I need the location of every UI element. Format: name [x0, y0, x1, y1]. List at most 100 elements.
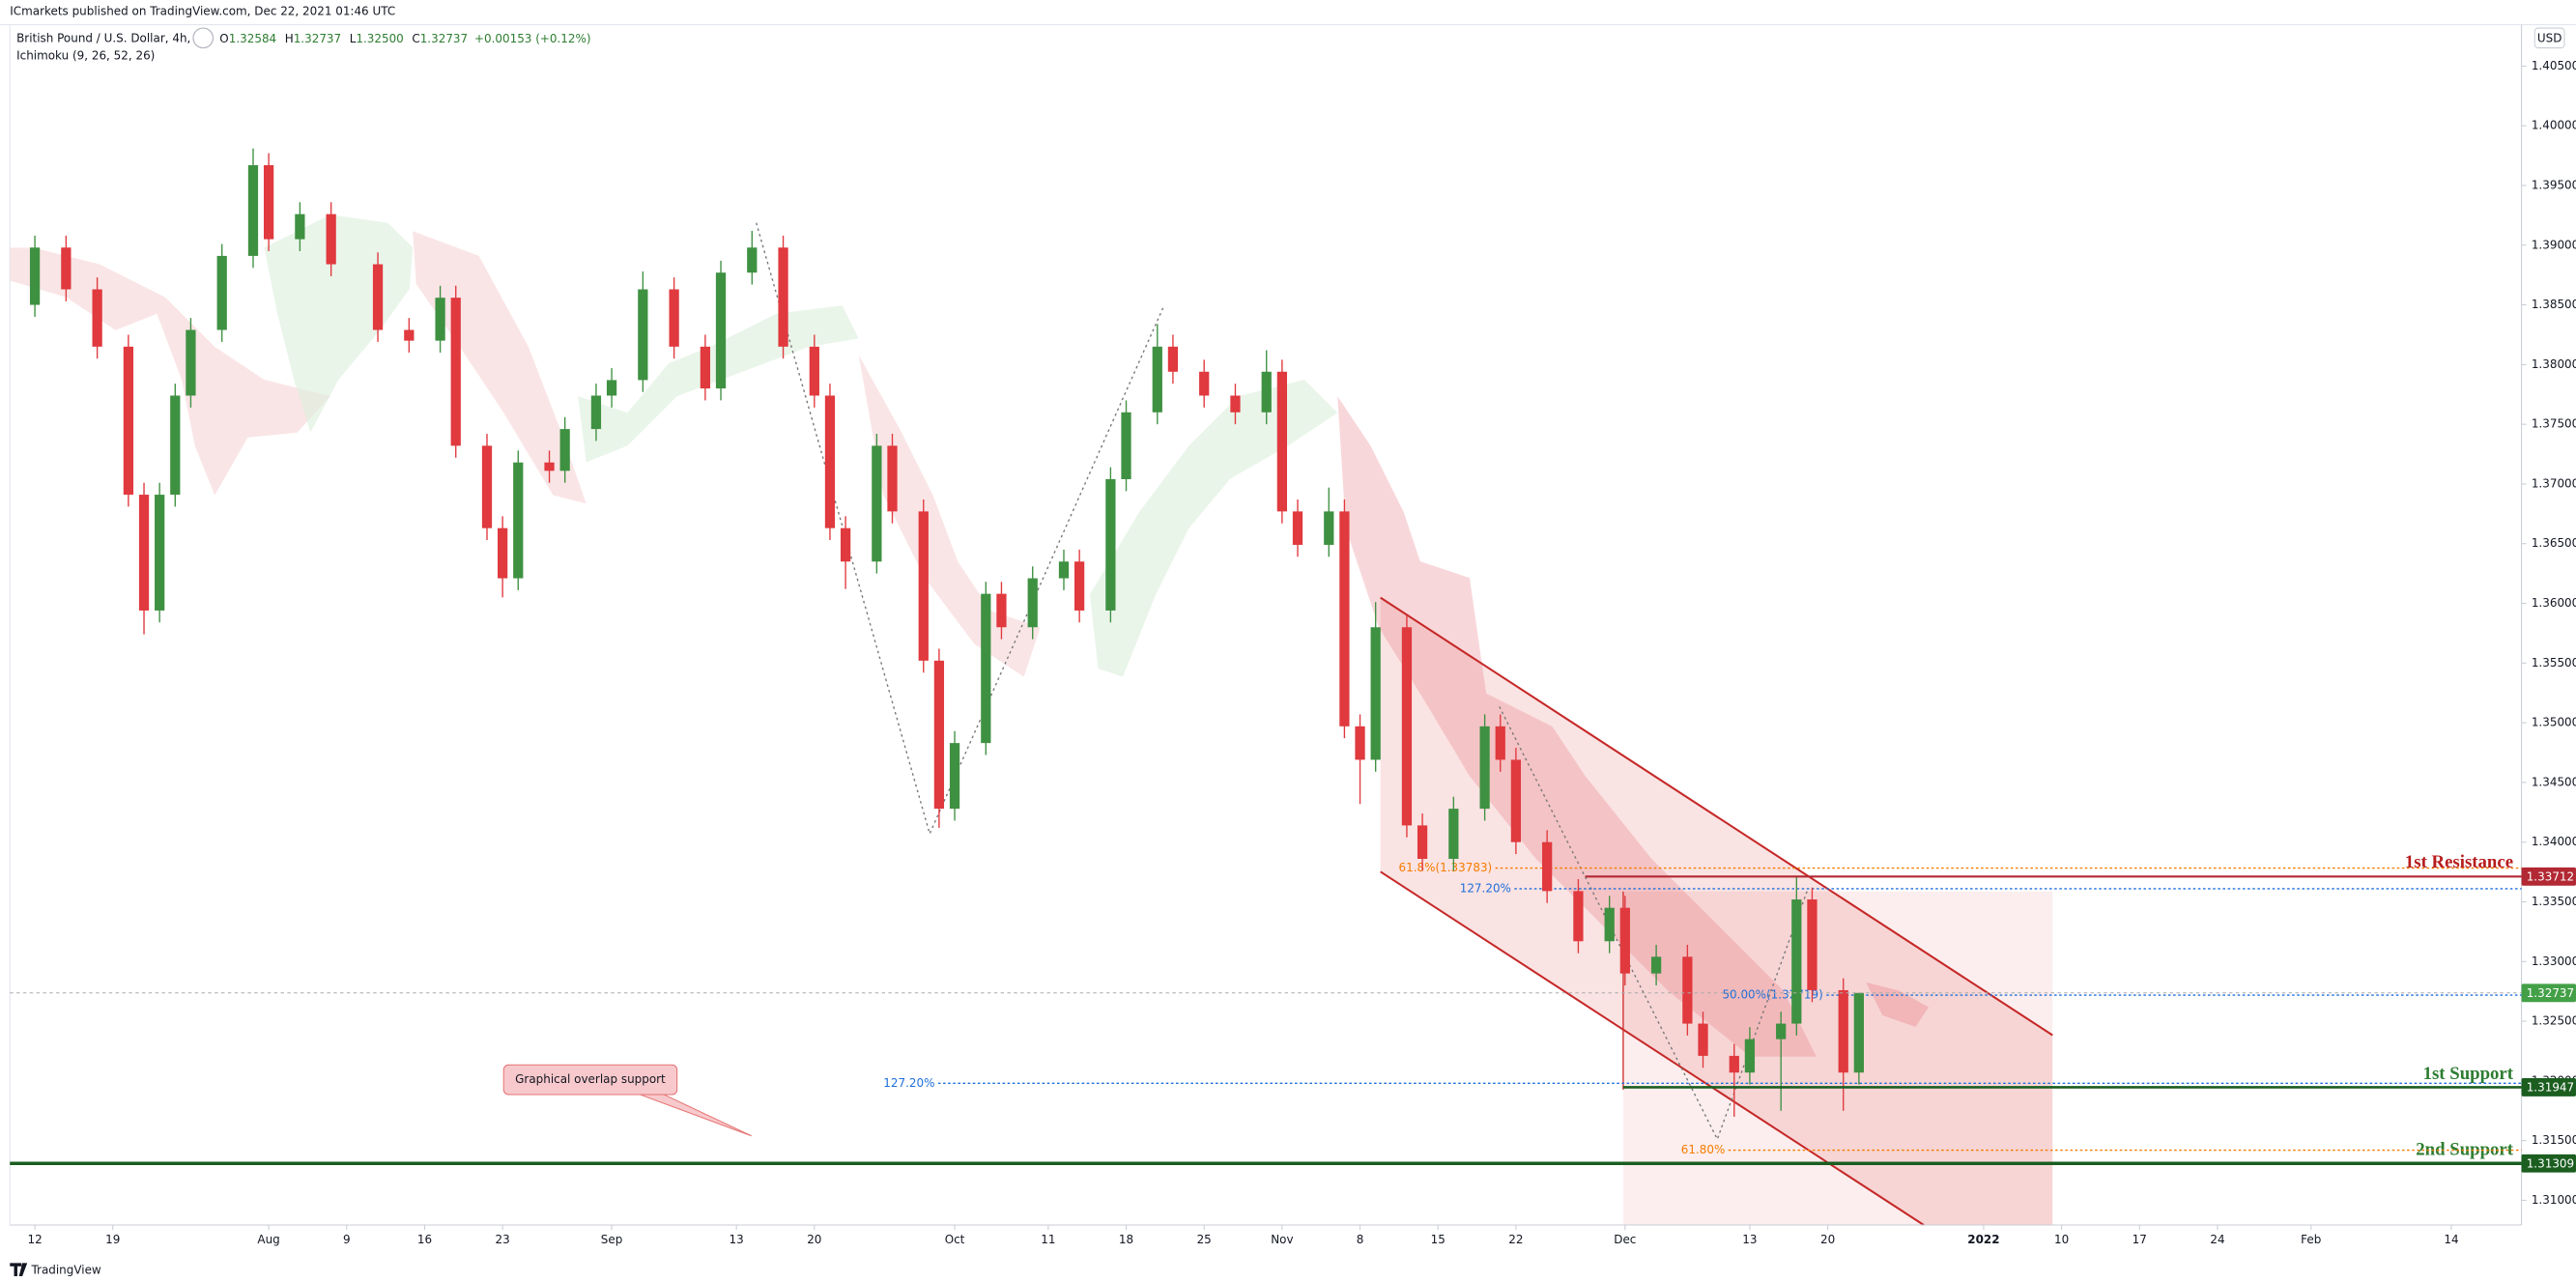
- candle-body: [996, 593, 1007, 628]
- y-tick-label: 1.33500: [2532, 895, 2576, 908]
- x-tick-label: 13: [730, 1233, 744, 1246]
- cloud: [1089, 380, 1338, 677]
- y-tick-label: 1.38500: [2532, 298, 2576, 311]
- x-tick-label: 20: [1820, 1233, 1835, 1246]
- candle-body: [747, 247, 758, 273]
- price-tag-label: 1.33712: [2527, 869, 2574, 883]
- ohlc-label: O: [219, 32, 228, 45]
- candle-body: [123, 346, 134, 496]
- logo: TradingView: [10, 1263, 101, 1277]
- callout-box: [502, 1064, 678, 1096]
- y-tick-label: 1.35500: [2532, 656, 2576, 669]
- candle-body: [1619, 907, 1630, 974]
- y-tick-label: 1.37500: [2532, 417, 2576, 431]
- footer: TradingView: [30, 1264, 100, 1277]
- x-tick-label: 12: [27, 1233, 42, 1246]
- candle-body: [778, 247, 788, 347]
- candle-body: [1167, 346, 1179, 372]
- level-label: 127.20%: [883, 1076, 934, 1090]
- price-tag-label: 1.31947: [2527, 1080, 2574, 1094]
- y-tick-label: 1.39000: [2532, 238, 2576, 251]
- candle-body: [92, 289, 102, 347]
- candle-body: [606, 380, 617, 396]
- candle-body: [1604, 907, 1615, 942]
- candle-body: [435, 298, 445, 341]
- channel-line: [1380, 596, 2053, 1037]
- candle-body: [638, 289, 648, 381]
- y-tick-label: 1.32500: [2532, 1014, 2576, 1028]
- currency-box[interactable]: [2533, 27, 2565, 49]
- candle-body: [1776, 1023, 1787, 1040]
- candle-body: [263, 164, 274, 240]
- y-tick-label: 1.33000: [2532, 954, 2576, 968]
- x-tick-label: 17: [2132, 1233, 2147, 1246]
- candle-body: [1058, 561, 1070, 579]
- candle-body: [1370, 627, 1381, 760]
- axes: [0, 24, 2576, 1226]
- x-tick-label: 14: [2444, 1233, 2458, 1246]
- candle-body: [1573, 891, 1584, 942]
- cloud: [1337, 396, 1817, 1057]
- support-label: 2nd Support: [2416, 1139, 2513, 1159]
- candle-body: [1324, 511, 1334, 545]
- x-tick-label: 15: [1431, 1233, 1445, 1246]
- x-tick-label: 2022: [1967, 1233, 1999, 1246]
- ohlc-change: +0.00153 (+0.12%): [474, 32, 591, 45]
- logo-mark: [10, 1263, 28, 1277]
- candle-body: [372, 264, 384, 330]
- candle-body: [1105, 479, 1116, 611]
- x-tick-label: 23: [496, 1233, 510, 1246]
- candle-body: [1230, 395, 1241, 413]
- price-tag: [2521, 983, 2576, 1003]
- ohlc-value: 1.32500: [356, 32, 403, 45]
- x-tick-label: 16: [417, 1233, 432, 1246]
- y-tick-label: 1.31000: [2532, 1193, 2576, 1207]
- candle-body: [840, 527, 851, 562]
- price-tag: [2521, 867, 2576, 886]
- price-tag: [2521, 1078, 2576, 1097]
- candle-body: [1355, 726, 1365, 760]
- y-tick-label: 1.35000: [2532, 716, 2576, 729]
- x-tick-label: 10: [2054, 1233, 2069, 1246]
- x-tick-label: 22: [1508, 1233, 1523, 1246]
- y-tick-label: 1.34500: [2532, 775, 2576, 788]
- drawings: [10, 214, 2053, 1226]
- candle-body: [1417, 825, 1428, 860]
- candle-body: [933, 660, 945, 810]
- candle-body: [1495, 726, 1505, 760]
- candle-body: [481, 445, 493, 528]
- candle-body: [1479, 726, 1490, 810]
- ohlc-label: H: [285, 32, 294, 45]
- candle-body: [404, 329, 415, 341]
- candle-body: [918, 511, 929, 661]
- support-label: 1st Support: [2423, 1064, 2514, 1084]
- candle-body: [1292, 511, 1303, 545]
- candle-body: [247, 164, 259, 256]
- x-tick-label: 25: [1197, 1233, 1212, 1246]
- candle-body: [1791, 899, 1802, 1024]
- x-tick-label: 19: [105, 1233, 120, 1246]
- x-tick-label: Oct: [945, 1233, 965, 1246]
- candle-body: [326, 214, 336, 265]
- y-tick-label: 1.40500: [2532, 59, 2576, 72]
- candle-body: [544, 462, 555, 471]
- zone-fill: [1622, 891, 2053, 1226]
- x-tick-label: Aug: [257, 1233, 279, 1246]
- candle-body: [138, 495, 150, 611]
- candle-body: [872, 445, 882, 562]
- price-tag-label: 1.32737: [2527, 986, 2574, 1000]
- resistance-label: 1st Resistance: [2405, 852, 2513, 872]
- candle-body: [559, 429, 570, 471]
- candle-body: [29, 247, 41, 305]
- channel-line: [1380, 870, 1925, 1226]
- ohlc-value: 1.32737: [294, 32, 341, 45]
- cloud: [578, 305, 859, 463]
- cloud: [858, 355, 1041, 677]
- x-tick-label: 18: [1119, 1233, 1133, 1246]
- candle-body: [1698, 1023, 1708, 1056]
- y-tick-label: 1.31500: [2532, 1133, 2576, 1147]
- candle-body: [186, 329, 196, 396]
- candle-body: [1261, 371, 1272, 413]
- y-tick-label: 1.34000: [2532, 835, 2576, 848]
